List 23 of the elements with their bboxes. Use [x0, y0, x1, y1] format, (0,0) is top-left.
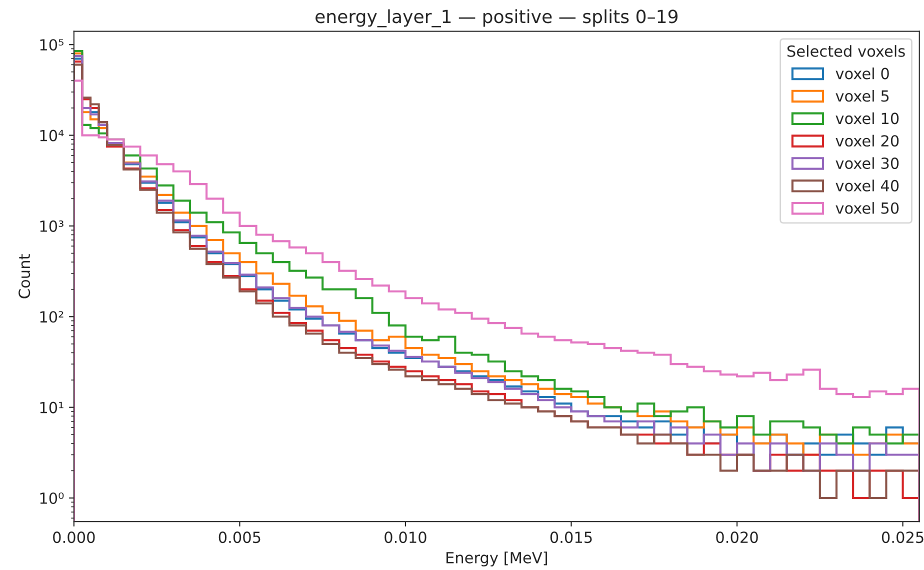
- legend-label: voxel 40: [836, 180, 899, 192]
- y-tick-label: 10¹: [40, 402, 64, 414]
- y-tick-label: 10³: [40, 220, 64, 232]
- y-tick-label: 10⁰: [40, 492, 64, 504]
- legend-label: voxel 5: [836, 90, 889, 102]
- legend-label: voxel 10: [836, 112, 899, 124]
- y-tick-label: 10⁴: [40, 130, 64, 142]
- legend-label: voxel 20: [836, 134, 899, 147]
- x-tick-label: 0.015: [550, 532, 592, 544]
- x-tick-label: 0.025: [882, 532, 924, 544]
- x-tick-label: 0.020: [716, 532, 758, 544]
- y-tick-label: 10²: [40, 311, 64, 323]
- legend-title: Selected voxels: [787, 45, 905, 57]
- x-tick-label: 0.005: [218, 532, 260, 544]
- x-axis-title: Energy [MeV]: [446, 552, 547, 566]
- x-tick-label: 0.000: [53, 532, 95, 544]
- y-tick-label: 10⁵: [40, 39, 64, 51]
- legend-label: voxel 0: [836, 68, 889, 80]
- x-tick-label: 0.010: [384, 532, 426, 544]
- y-axis-title: Count: [18, 254, 30, 298]
- chart-title: energy_layer_1 — positive — splits 0–19: [316, 9, 678, 28]
- legend-label: voxel 30: [836, 157, 899, 170]
- legend-label: voxel 50: [836, 202, 899, 214]
